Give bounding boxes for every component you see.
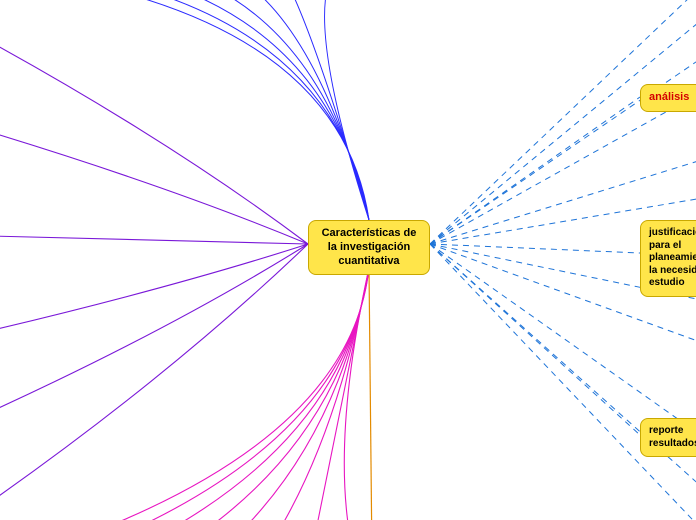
leaf-node-analisis[interactable]: análisis — [640, 84, 696, 112]
leaf-node-reporte[interactable]: reporteresultados — [640, 418, 696, 457]
leaf-node-justificacion[interactable]: justificaciónpara elplaneamientola neces… — [640, 220, 696, 297]
mindmap-canvas: Características dela investigacióncuanti… — [0, 0, 696, 520]
central-node[interactable]: Características dela investigacióncuanti… — [308, 220, 430, 275]
